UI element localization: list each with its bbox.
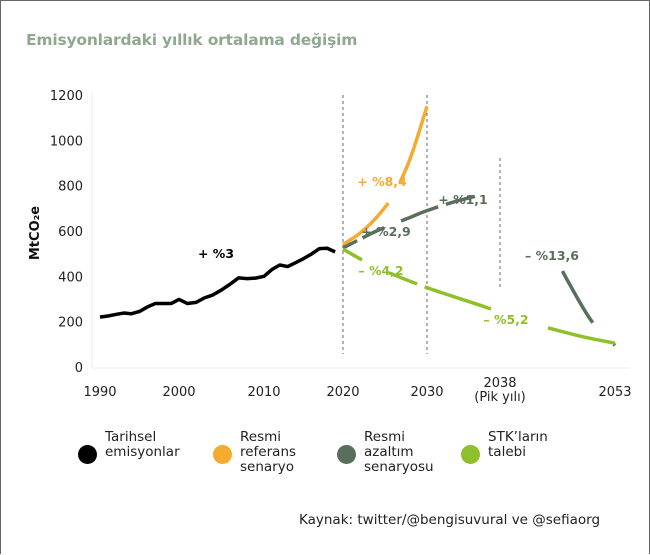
legend-label-line: Resmi	[240, 429, 282, 445]
annotation-label: – %5,2	[483, 312, 528, 327]
series-line-ngo	[342, 247, 616, 345]
legend-dot-icon	[461, 445, 480, 464]
x-tick-label: 2038	[483, 376, 516, 391]
legend-item-ngo: STK’ların talebi	[461, 430, 581, 475]
legend-label-line: azaltım	[364, 444, 414, 460]
tick-labels: 0 200 400 600 800 1000 1200 1990 2000 2010 2020 203…	[28, 89, 632, 405]
legend-label-line: emisyonlar	[105, 444, 180, 460]
legend-item-reduction: Resmi azaltım senaryosu	[337, 430, 461, 475]
legend-item-historical: Tarihsel emisyonlar	[78, 430, 213, 475]
legend-label-line: senaryo	[240, 459, 294, 475]
annotation-label: – %4,2	[358, 263, 403, 278]
axes	[91, 92, 630, 369]
y-tick-label: 0	[75, 361, 83, 376]
x-tick-label: 2000	[162, 385, 195, 400]
legend-dot-icon	[213, 445, 232, 464]
y-tick-label: 800	[58, 180, 83, 195]
chart-title: Emisyonlardaki yıllık ortalama değişim	[26, 31, 358, 49]
x-tick-label: 2020	[326, 385, 359, 400]
annotation-label: + %8,4	[357, 174, 407, 189]
reference-lines	[342, 95, 501, 354]
series-line-reduction	[342, 190, 617, 347]
y-tick-label: 1200	[50, 89, 83, 104]
x-tick-label: 1990	[83, 385, 116, 400]
legend-item-reference: Resmi referans senaryo	[213, 430, 337, 475]
legend-dot-icon	[78, 445, 97, 464]
legend-label-line: senaryosu	[364, 459, 434, 475]
legend-label-line: Resmi	[364, 429, 406, 445]
x-tick-label: 2053	[598, 385, 631, 400]
series-group	[99, 105, 617, 347]
annotation-label: + %2,9	[361, 224, 411, 239]
source-text: Kaynak: twitter/@bengisuvural ve @sefiao…	[299, 512, 601, 528]
legend-label: STK’ların talebi	[488, 430, 548, 460]
y-tick-label: 600	[58, 225, 83, 240]
legend-dot-icon	[337, 445, 356, 464]
x-tick-sublabel: (Pik yılı)	[474, 390, 526, 405]
y-tick-label: 400	[58, 270, 83, 285]
legend-label-line: Tarihsel	[105, 429, 157, 445]
annotation-label: – %13,6	[525, 248, 579, 263]
legend-label-line: referans	[240, 444, 297, 460]
x-tick-label: 2030	[410, 385, 443, 400]
annotation-label: + %1,1	[438, 192, 488, 207]
y-tick-label: 1000	[50, 134, 83, 149]
series-line-historical	[99, 246, 336, 319]
y-axis-label: MtCO₂e	[28, 206, 43, 260]
legend-label: Resmi azaltım senaryosu	[364, 430, 434, 475]
x-tick-label: 2010	[247, 385, 280, 400]
y-tick-label: 200	[58, 316, 83, 331]
legend-label-line: talebi	[488, 444, 526, 460]
legend-label: Resmi referans senaryo	[240, 430, 296, 475]
legend-label: Tarihsel emisyonlar	[105, 430, 180, 460]
legend-label-line: STK’ların	[488, 429, 548, 445]
annotations: + %3 + %8,4 + %2,9 + %1,1 – %13,6 – %4,2 – %5,…	[198, 174, 579, 327]
annotation-label: + %3	[198, 246, 234, 261]
series-line-reference	[342, 105, 429, 247]
legend: Tarihsel emisyonlar Resmi referans senaryo Re…	[78, 430, 581, 475]
